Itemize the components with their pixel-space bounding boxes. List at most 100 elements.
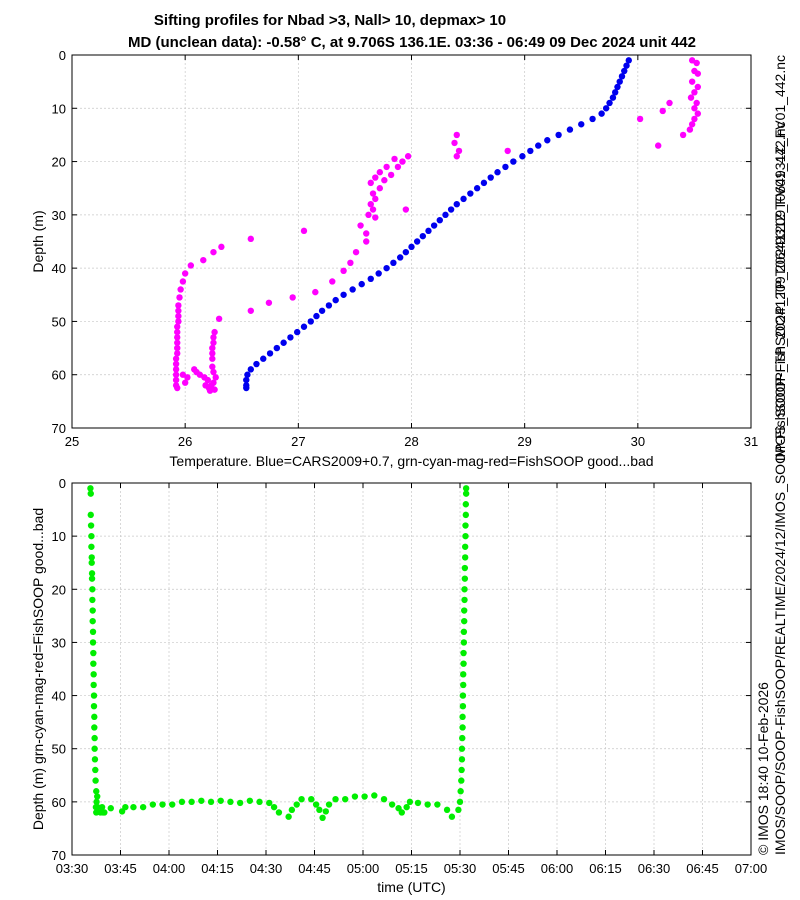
data-point (606, 99, 613, 107)
data-point (430, 222, 438, 229)
data-point (376, 185, 384, 192)
x-tick-label: 28 (404, 434, 418, 449)
data-point (246, 797, 254, 804)
data-point (90, 660, 97, 667)
data-point (307, 318, 314, 325)
data-point (372, 195, 379, 203)
data-point (566, 126, 574, 133)
y-tick-label: 20 (52, 155, 66, 170)
data-point (461, 564, 469, 572)
data-point (92, 777, 99, 784)
data-point (243, 384, 250, 392)
chart-title-line-2: MD (unclean data): -0.58° C, at 9.706S 1… (128, 34, 696, 51)
data-point (502, 163, 509, 171)
data-point (87, 522, 95, 529)
data-point (288, 806, 296, 814)
data-point (455, 806, 462, 814)
data-point (349, 286, 356, 293)
data-point (88, 554, 95, 561)
data-point (372, 214, 379, 221)
data-point (94, 803, 101, 811)
data-point (625, 57, 632, 64)
data-point (174, 344, 181, 352)
data-point (247, 235, 255, 243)
data-point (87, 485, 94, 492)
x-tick-label: 04:15 (201, 861, 234, 876)
x-axis-label: time (UTC) (377, 879, 445, 895)
data-point (461, 586, 468, 593)
data-point (602, 105, 610, 112)
x-tick-label: 05:45 (492, 861, 525, 876)
x-tick-label: 30 (631, 434, 645, 449)
data-point (181, 379, 189, 386)
data-point (88, 559, 95, 566)
data-point (215, 315, 223, 322)
data-point (462, 501, 470, 508)
data-point (372, 174, 379, 181)
data-point (188, 798, 195, 806)
data-point (244, 371, 251, 378)
data-point (458, 766, 465, 774)
data-point (90, 692, 98, 699)
data-point (402, 248, 410, 256)
data-point (694, 83, 702, 91)
data-point (210, 339, 217, 346)
series-blue (243, 57, 632, 392)
data-point (285, 813, 292, 820)
data-point (174, 339, 181, 346)
data-point (98, 803, 106, 811)
data-point (187, 262, 195, 269)
data-point (419, 232, 427, 240)
data-point (90, 703, 98, 710)
data-point (363, 230, 370, 237)
data-point (459, 692, 467, 699)
data-point (369, 190, 377, 197)
data-point (367, 179, 374, 187)
y-axis-label: Depth (m) (30, 210, 46, 272)
data-point (352, 248, 360, 256)
data-point (455, 147, 463, 155)
data-point (312, 288, 319, 296)
y-tick-label: 30 (52, 208, 66, 223)
data-point (89, 617, 96, 625)
data-point (91, 756, 99, 763)
data-point (473, 185, 481, 192)
data-point (91, 745, 98, 752)
data-point (198, 797, 205, 804)
data-point (461, 543, 469, 550)
data-point (340, 267, 347, 275)
data-point (210, 248, 217, 256)
data-point (555, 131, 562, 139)
data-point (402, 206, 410, 213)
data-point (399, 158, 406, 165)
data-point (211, 386, 218, 393)
data-point (266, 350, 274, 357)
data-point (300, 227, 308, 235)
data-point (90, 649, 97, 657)
data-point (175, 302, 182, 309)
data-point (394, 163, 402, 171)
data-point (212, 374, 219, 381)
x-tick-label: 06:45 (686, 861, 719, 876)
data-point (688, 121, 696, 128)
data-point (93, 798, 100, 806)
data-point (480, 179, 488, 187)
data-point (598, 110, 605, 117)
data-point (447, 206, 455, 213)
x-tick-label: 25 (65, 434, 79, 449)
data-point (325, 302, 333, 309)
data-point (217, 797, 224, 804)
data-point (453, 153, 460, 160)
data-point (461, 596, 468, 604)
data-point (691, 105, 698, 112)
chart-title-line-1: Sifting profiles for Nbad >3, Nall> 10, … (154, 12, 506, 29)
x-tick-label: 07:00 (735, 861, 768, 876)
data-point (298, 796, 305, 803)
data-point (149, 801, 157, 808)
data-point (159, 801, 166, 808)
x-tick-label: 05:15 (395, 861, 428, 876)
data-point (458, 756, 466, 763)
data-point (256, 798, 263, 806)
data-point (448, 813, 456, 820)
data-point (535, 142, 542, 149)
